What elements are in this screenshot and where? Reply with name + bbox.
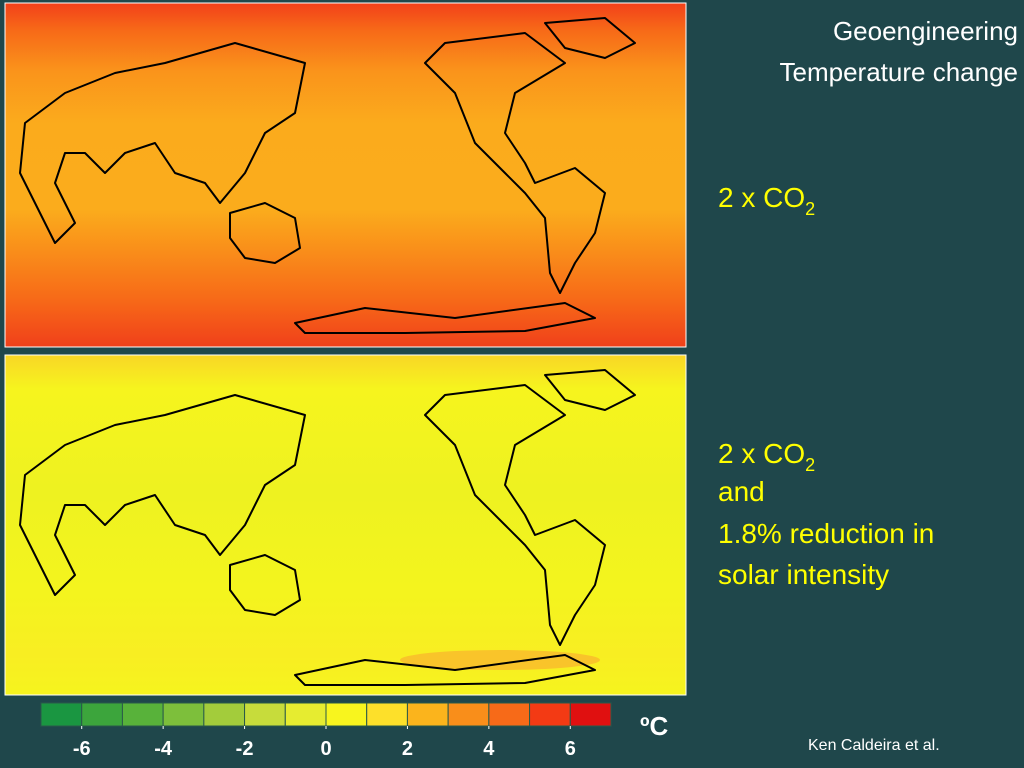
colorbar-tick-label: 0 bbox=[320, 738, 331, 760]
colorbar-swatch bbox=[40, 702, 83, 727]
panel-label: 2 x CO2 bbox=[718, 182, 815, 219]
credit: Ken Caldeira et al. bbox=[808, 737, 940, 754]
colorbar-swatch bbox=[366, 702, 408, 727]
colorbar-tick-label: -2 bbox=[236, 738, 254, 760]
warm-region bbox=[400, 650, 600, 670]
map-top bbox=[4, 2, 687, 348]
colorbar-swatch bbox=[529, 702, 571, 727]
colorbar-tick-label: -6 bbox=[73, 738, 91, 760]
map-bottom bbox=[4, 354, 687, 696]
panel-label: 1.8% reduction in bbox=[718, 518, 934, 549]
colorbar-swatch bbox=[447, 702, 490, 727]
colorbar-swatch bbox=[203, 702, 246, 727]
colorbar-swatch bbox=[406, 702, 449, 727]
colorbar-unit: ºC bbox=[640, 711, 668, 741]
colorbar-tick-label: 2 bbox=[402, 738, 413, 760]
colorbar-tick-label: 6 bbox=[565, 738, 576, 760]
panel-label: solar intensity bbox=[718, 559, 889, 590]
panel-label: and bbox=[718, 476, 765, 507]
colorbar-swatch bbox=[121, 702, 164, 727]
colorbar-swatch bbox=[325, 702, 368, 727]
title-line: Geoengineering bbox=[833, 16, 1018, 46]
panel-label: 2 x CO2 bbox=[718, 438, 815, 475]
colorbar-swatch bbox=[81, 702, 123, 727]
colorbar-swatch bbox=[569, 702, 612, 727]
colorbar-tick-label: -4 bbox=[154, 738, 173, 760]
colorbar-swatch bbox=[162, 702, 205, 727]
colorbar-swatch bbox=[488, 702, 531, 727]
map-background bbox=[4, 354, 687, 696]
map-background bbox=[4, 2, 687, 348]
title-line: Temperature change bbox=[780, 57, 1018, 87]
colorbar: -6 -4 -2 0 2 4 6 bbox=[40, 702, 612, 760]
colorbar-tick-label: 4 bbox=[483, 738, 495, 760]
colorbar-swatch bbox=[244, 702, 286, 727]
colorbar-swatch bbox=[284, 702, 327, 727]
